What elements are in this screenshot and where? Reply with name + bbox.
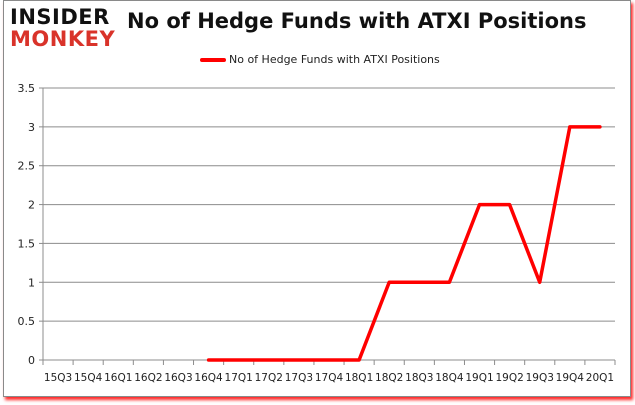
y-tick-label: 0.5 — [18, 315, 36, 328]
x-tick-label: 20Q1 — [586, 372, 614, 384]
x-tick-label: 16Q1 — [104, 372, 132, 384]
legend-line-swatch-icon — [200, 57, 226, 62]
chart-frame — [3, 0, 631, 397]
x-tick-label: 17Q1 — [225, 372, 253, 384]
logo-line-2: MONKEY — [10, 27, 116, 51]
x-tick-label: 17Q3 — [285, 372, 313, 384]
x-tick-label: 18Q3 — [405, 372, 433, 384]
y-tick-label: 2 — [28, 199, 35, 212]
series-line — [206, 125, 602, 362]
y-tick-label: 2.5 — [18, 160, 36, 173]
y-tick-label: 1 — [28, 276, 35, 289]
x-tick-label: 15Q3 — [44, 372, 72, 384]
x-tick-label: 17Q2 — [255, 372, 283, 384]
y-tick-label: 1.5 — [18, 237, 36, 250]
x-tick-label: 16Q4 — [194, 372, 223, 384]
x-tick-label: 19Q3 — [526, 372, 554, 384]
x-tick-label: 19Q2 — [495, 372, 523, 384]
x-tick-label: 18Q4 — [435, 372, 464, 384]
y-tick-label: 0 — [28, 354, 35, 367]
legend-label: No of Hedge Funds with ATXI Positions — [229, 53, 440, 66]
insider-monkey-logo: INSIDER MONKEY — [10, 5, 120, 51]
x-tick-label: 18Q1 — [345, 372, 373, 384]
x-tick-label: 19Q4 — [556, 372, 585, 384]
chart-title: No of Hedge Funds with ATXI Positions — [127, 9, 587, 33]
x-tick-label: 16Q3 — [164, 372, 192, 384]
y-tick-label: 3.5 — [18, 82, 36, 95]
x-tick-label: 15Q4 — [74, 372, 103, 384]
y-tick-label: 3 — [28, 121, 35, 134]
x-tick-label: 18Q2 — [375, 372, 403, 384]
logo-line-1: INSIDER — [10, 5, 110, 29]
x-tick-label: 16Q2 — [134, 372, 162, 384]
chart-legend: No of Hedge Funds with ATXI Positions — [200, 53, 440, 66]
x-tick-label: 19Q1 — [465, 372, 493, 384]
x-tick-label: 17Q4 — [315, 372, 344, 384]
